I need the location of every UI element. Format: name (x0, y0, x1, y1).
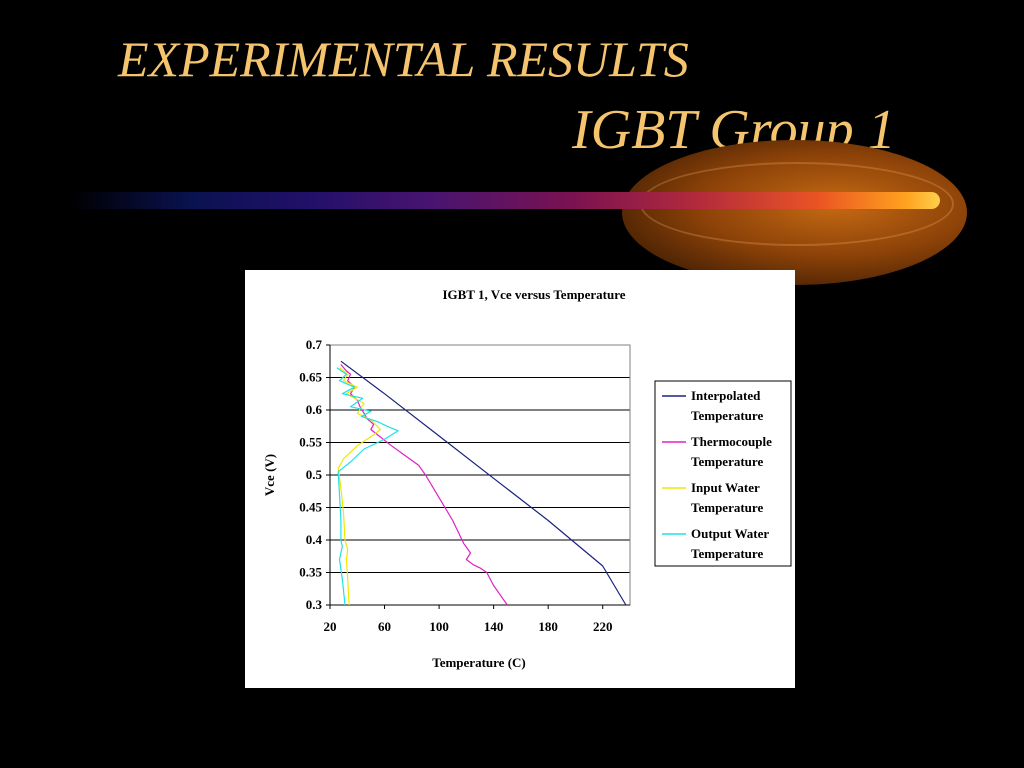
y-tick-label: 0.55 (299, 435, 322, 450)
decorative-gradient-bar (70, 192, 940, 209)
y-tick-label: 0.6 (306, 402, 323, 417)
y-tick-label: 0.35 (299, 565, 322, 580)
x-tick-label: 220 (593, 619, 613, 634)
legend: Interpolated Temperature Thermocouple Tempe… (654, 380, 792, 567)
y-tick-label: 0.7 (306, 337, 323, 352)
legend-label: Output Water Temperature (691, 526, 769, 561)
y-axis-label: Vce (V) (262, 454, 277, 496)
series-line-2 (340, 364, 508, 606)
y-tick-label: 0.45 (299, 500, 322, 515)
x-tick-label: 100 (429, 619, 449, 634)
x-tick-label: 180 (538, 619, 558, 634)
x-tick-label: 20 (324, 619, 337, 634)
x-tick-label: 140 (484, 619, 504, 634)
chart-panel: IGBT 1, Vce versus Temperature 0.3 0.35 0.… (245, 270, 795, 688)
x-axis-label: Temperature (C) (432, 655, 526, 670)
legend-label: Interpolated Temperature (691, 388, 763, 423)
legend-label: Thermocouple Temperature (691, 434, 772, 469)
x-tick-labels: 20 60 100 140 180 220 (324, 605, 613, 634)
series-line-3 (337, 367, 382, 606)
legend-items: Interpolated Temperature Thermocouple Tempe… (662, 388, 772, 561)
series-line-4 (336, 367, 399, 606)
y-tick-label: 0.5 (306, 467, 323, 482)
legend-box (654, 380, 792, 567)
y-tick-label: 0.65 (299, 370, 322, 385)
legend-label: Input Water Temperature (691, 480, 763, 515)
slide-title: EXPERIMENTAL RESULTS (118, 31, 689, 87)
y-tick-label: 0.4 (306, 532, 323, 547)
y-tick-label: 0.3 (306, 597, 323, 612)
x-tick-label: 60 (378, 619, 391, 634)
chart-gridlines (330, 344, 630, 606)
chart-svg: IGBT 1, Vce versus Temperature 0.30.350.… (262, 287, 792, 670)
chart-title: IGBT 1, Vce versus Temperature (442, 287, 625, 302)
y-tick-labels: 0.3 0.35 0.4 0.45 0.5 0.55 0.6 0.65 0.7 (299, 337, 330, 612)
chart-series (336, 360, 627, 606)
series-line-1 (340, 360, 627, 606)
